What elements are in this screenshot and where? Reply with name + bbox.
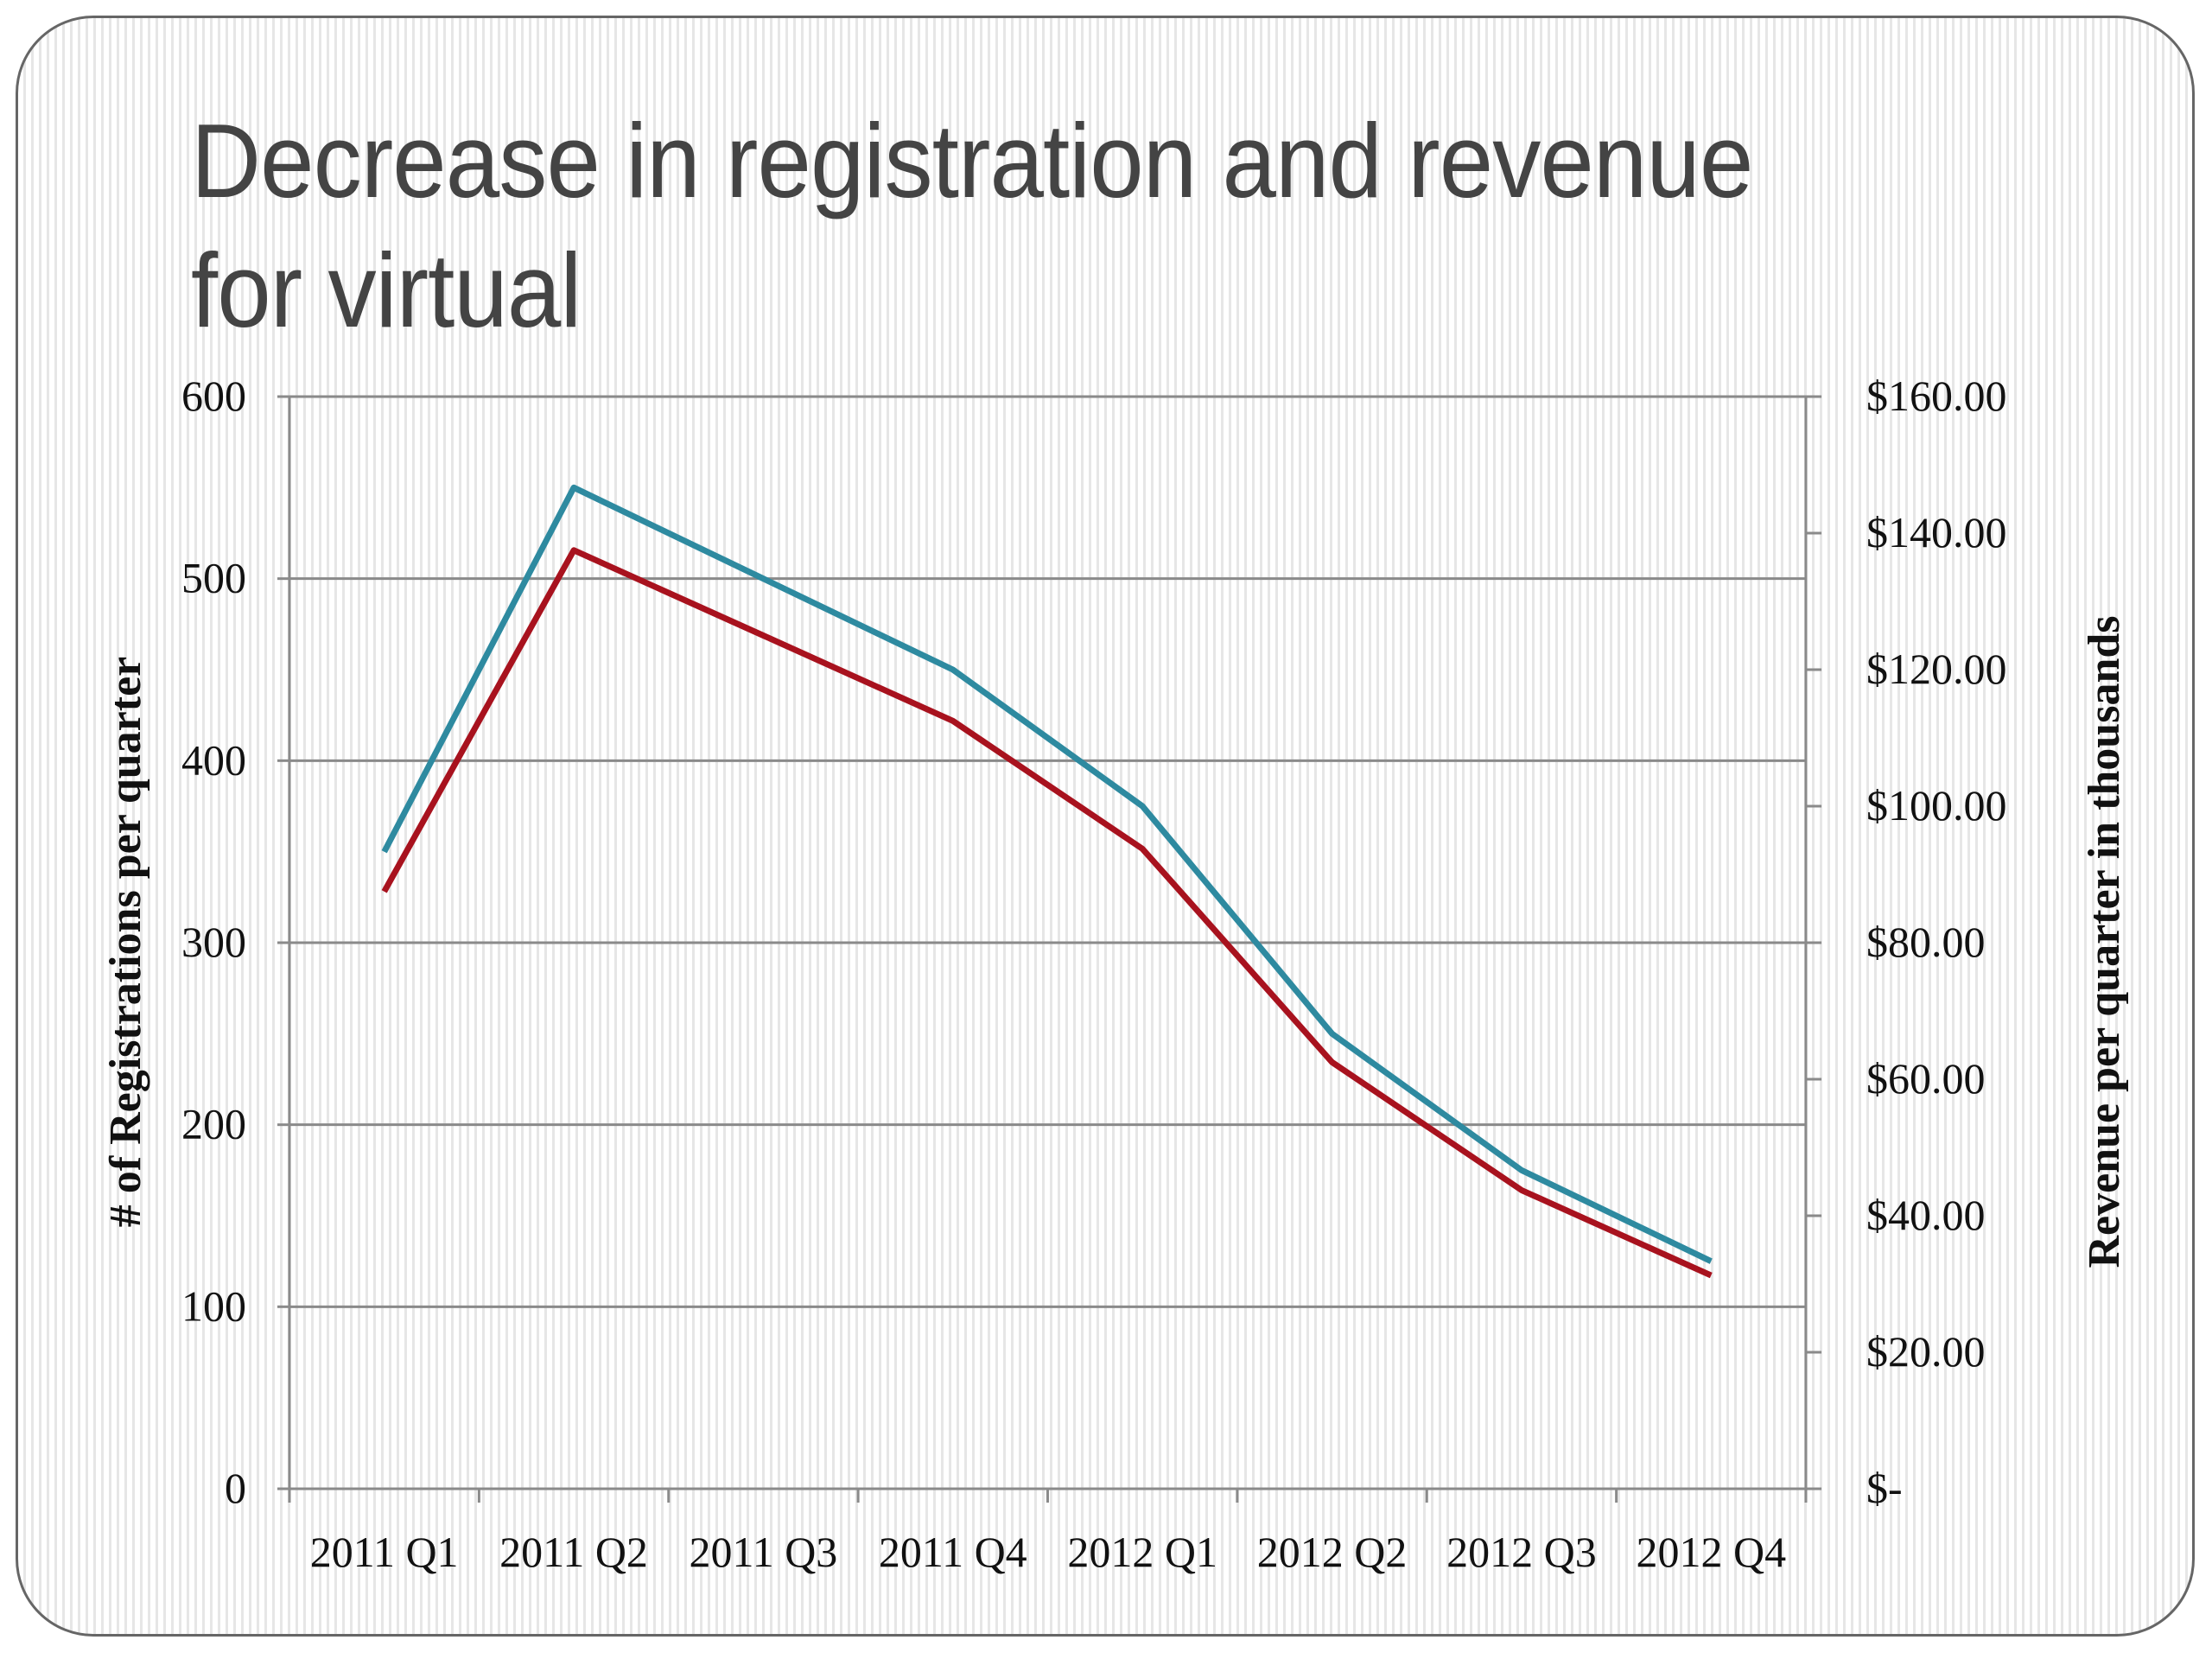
slide-title: Decrease in registration and revenue for…	[191, 96, 1860, 355]
left-axis-title: # of Registrations per quarter	[101, 657, 150, 1228]
gridlines	[289, 395, 1806, 1308]
right-tick-label: $120.00	[1866, 645, 2007, 693]
title-line-1: Decrease in registration and revenue	[191, 102, 1753, 219]
x-tick-label: 2012 Q3	[1446, 1528, 1597, 1576]
x-tick-label: 2011 Q4	[879, 1528, 1027, 1576]
left-tick-label: 300	[181, 918, 246, 966]
right-tick-label: $140.00	[1866, 508, 2007, 556]
right-tick-label: $80.00	[1866, 918, 1986, 966]
x-tick-label: 2012 Q1	[1067, 1528, 1217, 1576]
x-tick-label: 2012 Q2	[1257, 1528, 1408, 1576]
revenue-line	[381, 547, 1713, 1279]
left-tick-label: 600	[181, 372, 246, 420]
right-tick-label: $160.00	[1866, 372, 2007, 420]
x-tick-label: 2012 Q4	[1637, 1528, 1787, 1576]
left-tick-label: 100	[181, 1281, 246, 1330]
left-tick-label: 500	[181, 554, 246, 602]
right-tick-label: $100.00	[1866, 781, 2007, 830]
right-axis-ticks: $- $20.00 $40.00 $60.00 $80.00 $100.00 $120.00…	[1806, 372, 2007, 1512]
title-line-2: for virtual	[191, 232, 582, 349]
right-tick-label: $-	[1866, 1464, 1903, 1512]
series-lines	[381, 484, 1713, 1279]
left-tick-label: 400	[181, 735, 246, 784]
right-axis-title: Revenue per quarter in thousands	[2080, 615, 2129, 1268]
right-tick-label: $20.00	[1866, 1327, 1986, 1376]
left-tick-label: 200	[181, 1100, 246, 1148]
x-tick-label: 2011 Q1	[310, 1528, 459, 1576]
x-axis-ticks: 2011 Q1 2011 Q2 2011 Q3 2011 Q4 2012 Q1 2012 …	[288, 1489, 1808, 1576]
x-tick-label: 2011 Q3	[690, 1528, 838, 1576]
right-tick-label: $60.00	[1866, 1054, 1986, 1103]
registrations-line	[381, 484, 1713, 1264]
right-tick-label: $40.00	[1866, 1191, 1986, 1239]
left-tick-label: 0	[225, 1464, 246, 1512]
x-tick-label: 2011 Q2	[499, 1528, 648, 1576]
left-axis-ticks: 0 100 200 300 400 500 600	[181, 372, 289, 1512]
axes	[277, 397, 1808, 1503]
